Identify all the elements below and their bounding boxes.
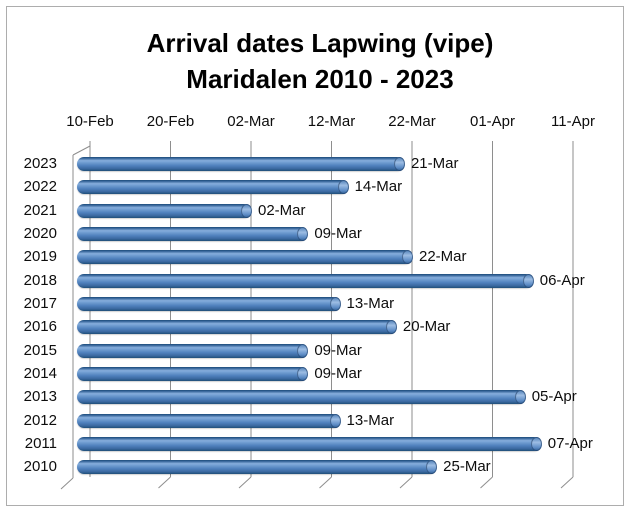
data-label-2018: 06-Apr [539, 271, 585, 289]
bar-end-cap-2013 [514, 390, 526, 405]
y-axis-label-2020: 2020 [23, 224, 57, 242]
x-tick-label-11-Apr: 11-Apr [551, 113, 595, 130]
gridline-foot-12-Mar [319, 476, 332, 489]
bar-2015 [77, 343, 309, 358]
data-label-2022: 14-Mar [354, 178, 403, 196]
bar-2023 [77, 157, 405, 171]
bar-end-cap-2011 [530, 436, 542, 451]
y-axis-label-2010: 2010 [23, 458, 57, 476]
bar-end-cap-2017 [329, 296, 341, 311]
gridline-foot-01-Apr [480, 476, 493, 489]
wall-top-edge [72, 145, 91, 156]
bar-2014 [77, 366, 309, 381]
data-label-2010: 25-Mar [443, 458, 491, 476]
y-axis-label-2021: 2021 [23, 201, 57, 219]
bar-2018 [77, 273, 534, 288]
bar-end-cap-2022 [337, 180, 349, 195]
bar-end-cap-2021 [241, 203, 252, 218]
x-tick-label-12-Mar: 12-Mar [307, 113, 356, 130]
data-label-2015: 09-Mar [314, 341, 362, 359]
bar-2021 [77, 203, 252, 218]
data-label-2019: 22-Mar [419, 248, 467, 266]
gridline-foot-20-Feb [158, 476, 171, 489]
bar-2013 [77, 390, 526, 405]
bar-2012 [77, 413, 341, 428]
bar-end-cap-2015 [297, 343, 309, 358]
bar-end-cap-2018 [522, 273, 534, 288]
y-axis-label-2011: 2011 [24, 434, 57, 452]
bar-2020 [77, 226, 309, 241]
data-label-2023: 21-Mar [410, 155, 459, 172]
y-axis-label-2014: 2014 [23, 364, 57, 382]
bar-end-cap-2020 [297, 226, 309, 241]
bar-2016 [77, 320, 397, 335]
y-axis-label-2013: 2013 [23, 388, 57, 406]
y-axis-label-2012: 2012 [23, 411, 57, 429]
bar-end-cap-2010 [426, 460, 438, 475]
data-label-2021: 02-Mar [258, 201, 306, 219]
x-tick-label-01-Apr: 01-Apr [469, 113, 516, 130]
gridline-foot-02-Mar [238, 476, 252, 489]
bar-2010 [77, 460, 438, 475]
chart-title-line2: Maridalen 2010 - 2023 [186, 64, 454, 94]
y-axis-label-2023: 2023 [23, 155, 57, 172]
gridline-foot-22-Mar [399, 476, 413, 489]
x-tick-label-20-Feb: 20-Feb [146, 113, 195, 130]
y-axis-label-2019: 2019 [23, 248, 57, 266]
y-axis-label-2017: 2017 [23, 294, 57, 312]
gridline-foot-11-Apr [560, 476, 574, 489]
bar-end-cap-2014 [297, 366, 309, 381]
data-label-2013: 05-Apr [531, 388, 577, 406]
y-axis-label-2016: 2016 [23, 318, 57, 336]
bar-2011 [77, 436, 542, 451]
bar-end-cap-2016 [385, 320, 397, 335]
data-label-2017: 13-Mar [346, 294, 395, 312]
bar-2019 [77, 250, 413, 265]
data-label-2020: 09-Mar [314, 224, 362, 242]
chart-title: Arrival dates Lapwing (vipe) Maridalen 2… [0, 25, 640, 97]
bar-end-cap-2019 [402, 250, 413, 265]
wall-foot [60, 477, 74, 490]
y-axis-label-2018: 2018 [23, 271, 57, 289]
bar-end-cap-2012 [329, 413, 341, 428]
y-axis-label-2022: 2022 [23, 178, 57, 196]
bar-2017 [77, 296, 341, 311]
bar-2022 [77, 180, 349, 195]
data-label-2016: 20-Mar [402, 318, 451, 336]
data-label-2014: 09-Mar [314, 364, 362, 382]
x-tick-label-02-Mar: 02-Mar [227, 113, 275, 130]
y-axis-label-2015: 2015 [23, 341, 57, 359]
x-tick-label-10-Feb: 10-Feb [66, 113, 114, 130]
data-label-2012: 13-Mar [346, 411, 395, 429]
bar-end-cap-2023 [393, 157, 405, 171]
chart-title-line1: Arrival dates Lapwing (vipe) [146, 28, 494, 58]
x-tick-label-22-Mar: 22-Mar [388, 113, 436, 130]
data-label-2011: 07-Apr [547, 434, 593, 452]
